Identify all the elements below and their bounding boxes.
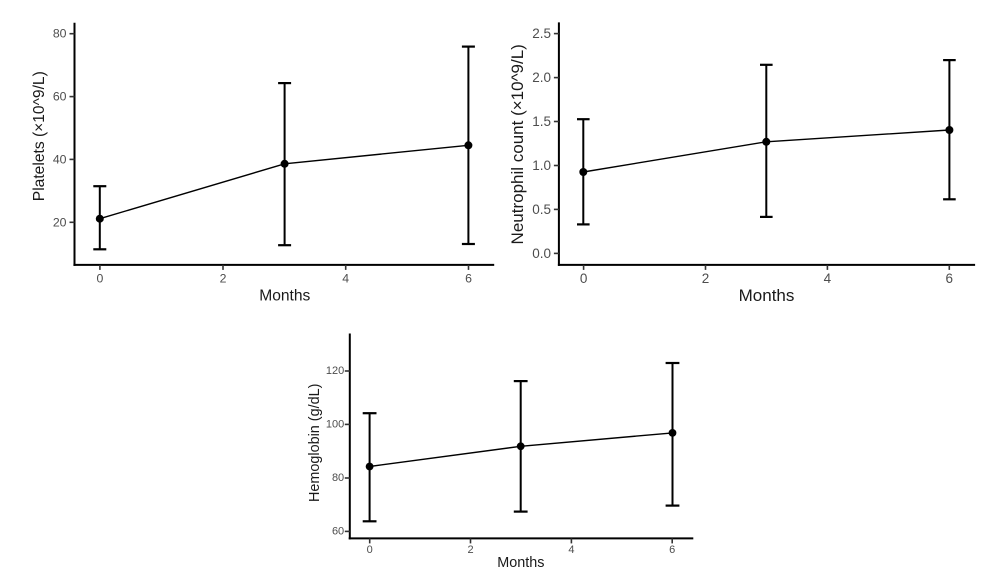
svg-text:4: 4 (824, 271, 832, 286)
svg-text:1.5: 1.5 (532, 114, 551, 129)
svg-text:60: 60 (332, 525, 344, 537)
svg-text:80: 80 (53, 27, 67, 41)
svg-text:Hemoglobin (g/dL): Hemoglobin (g/dL) (307, 384, 323, 502)
svg-text:100: 100 (326, 418, 344, 430)
svg-text:4: 4 (568, 544, 574, 556)
svg-text:80: 80 (332, 472, 344, 484)
svg-text:6: 6 (946, 271, 954, 286)
svg-text:0: 0 (96, 271, 103, 285)
svg-text:6: 6 (669, 544, 675, 556)
svg-text:Months: Months (739, 286, 795, 305)
svg-text:0.0: 0.0 (532, 246, 551, 261)
svg-text:120: 120 (326, 365, 344, 377)
svg-text:2: 2 (467, 544, 473, 556)
svg-text:Neutrophil count (×10^9/L): Neutrophil count (×10^9/L) (508, 44, 527, 244)
svg-text:4: 4 (342, 271, 349, 285)
svg-text:1.0: 1.0 (532, 158, 551, 173)
svg-text:0: 0 (367, 544, 373, 556)
svg-text:Months: Months (497, 555, 544, 571)
svg-text:20: 20 (53, 215, 67, 229)
svg-text:2: 2 (702, 271, 710, 286)
svg-text:Platelets (×10^9/L): Platelets (×10^9/L) (31, 71, 48, 201)
svg-text:2: 2 (220, 271, 227, 285)
svg-text:Months: Months (259, 287, 310, 304)
svg-text:60: 60 (53, 90, 67, 104)
svg-text:40: 40 (53, 152, 67, 166)
svg-text:6: 6 (465, 271, 472, 285)
svg-text:2.5: 2.5 (532, 26, 551, 41)
svg-text:0.5: 0.5 (532, 202, 551, 217)
svg-text:2.0: 2.0 (532, 70, 551, 85)
svg-text:0: 0 (580, 271, 588, 286)
